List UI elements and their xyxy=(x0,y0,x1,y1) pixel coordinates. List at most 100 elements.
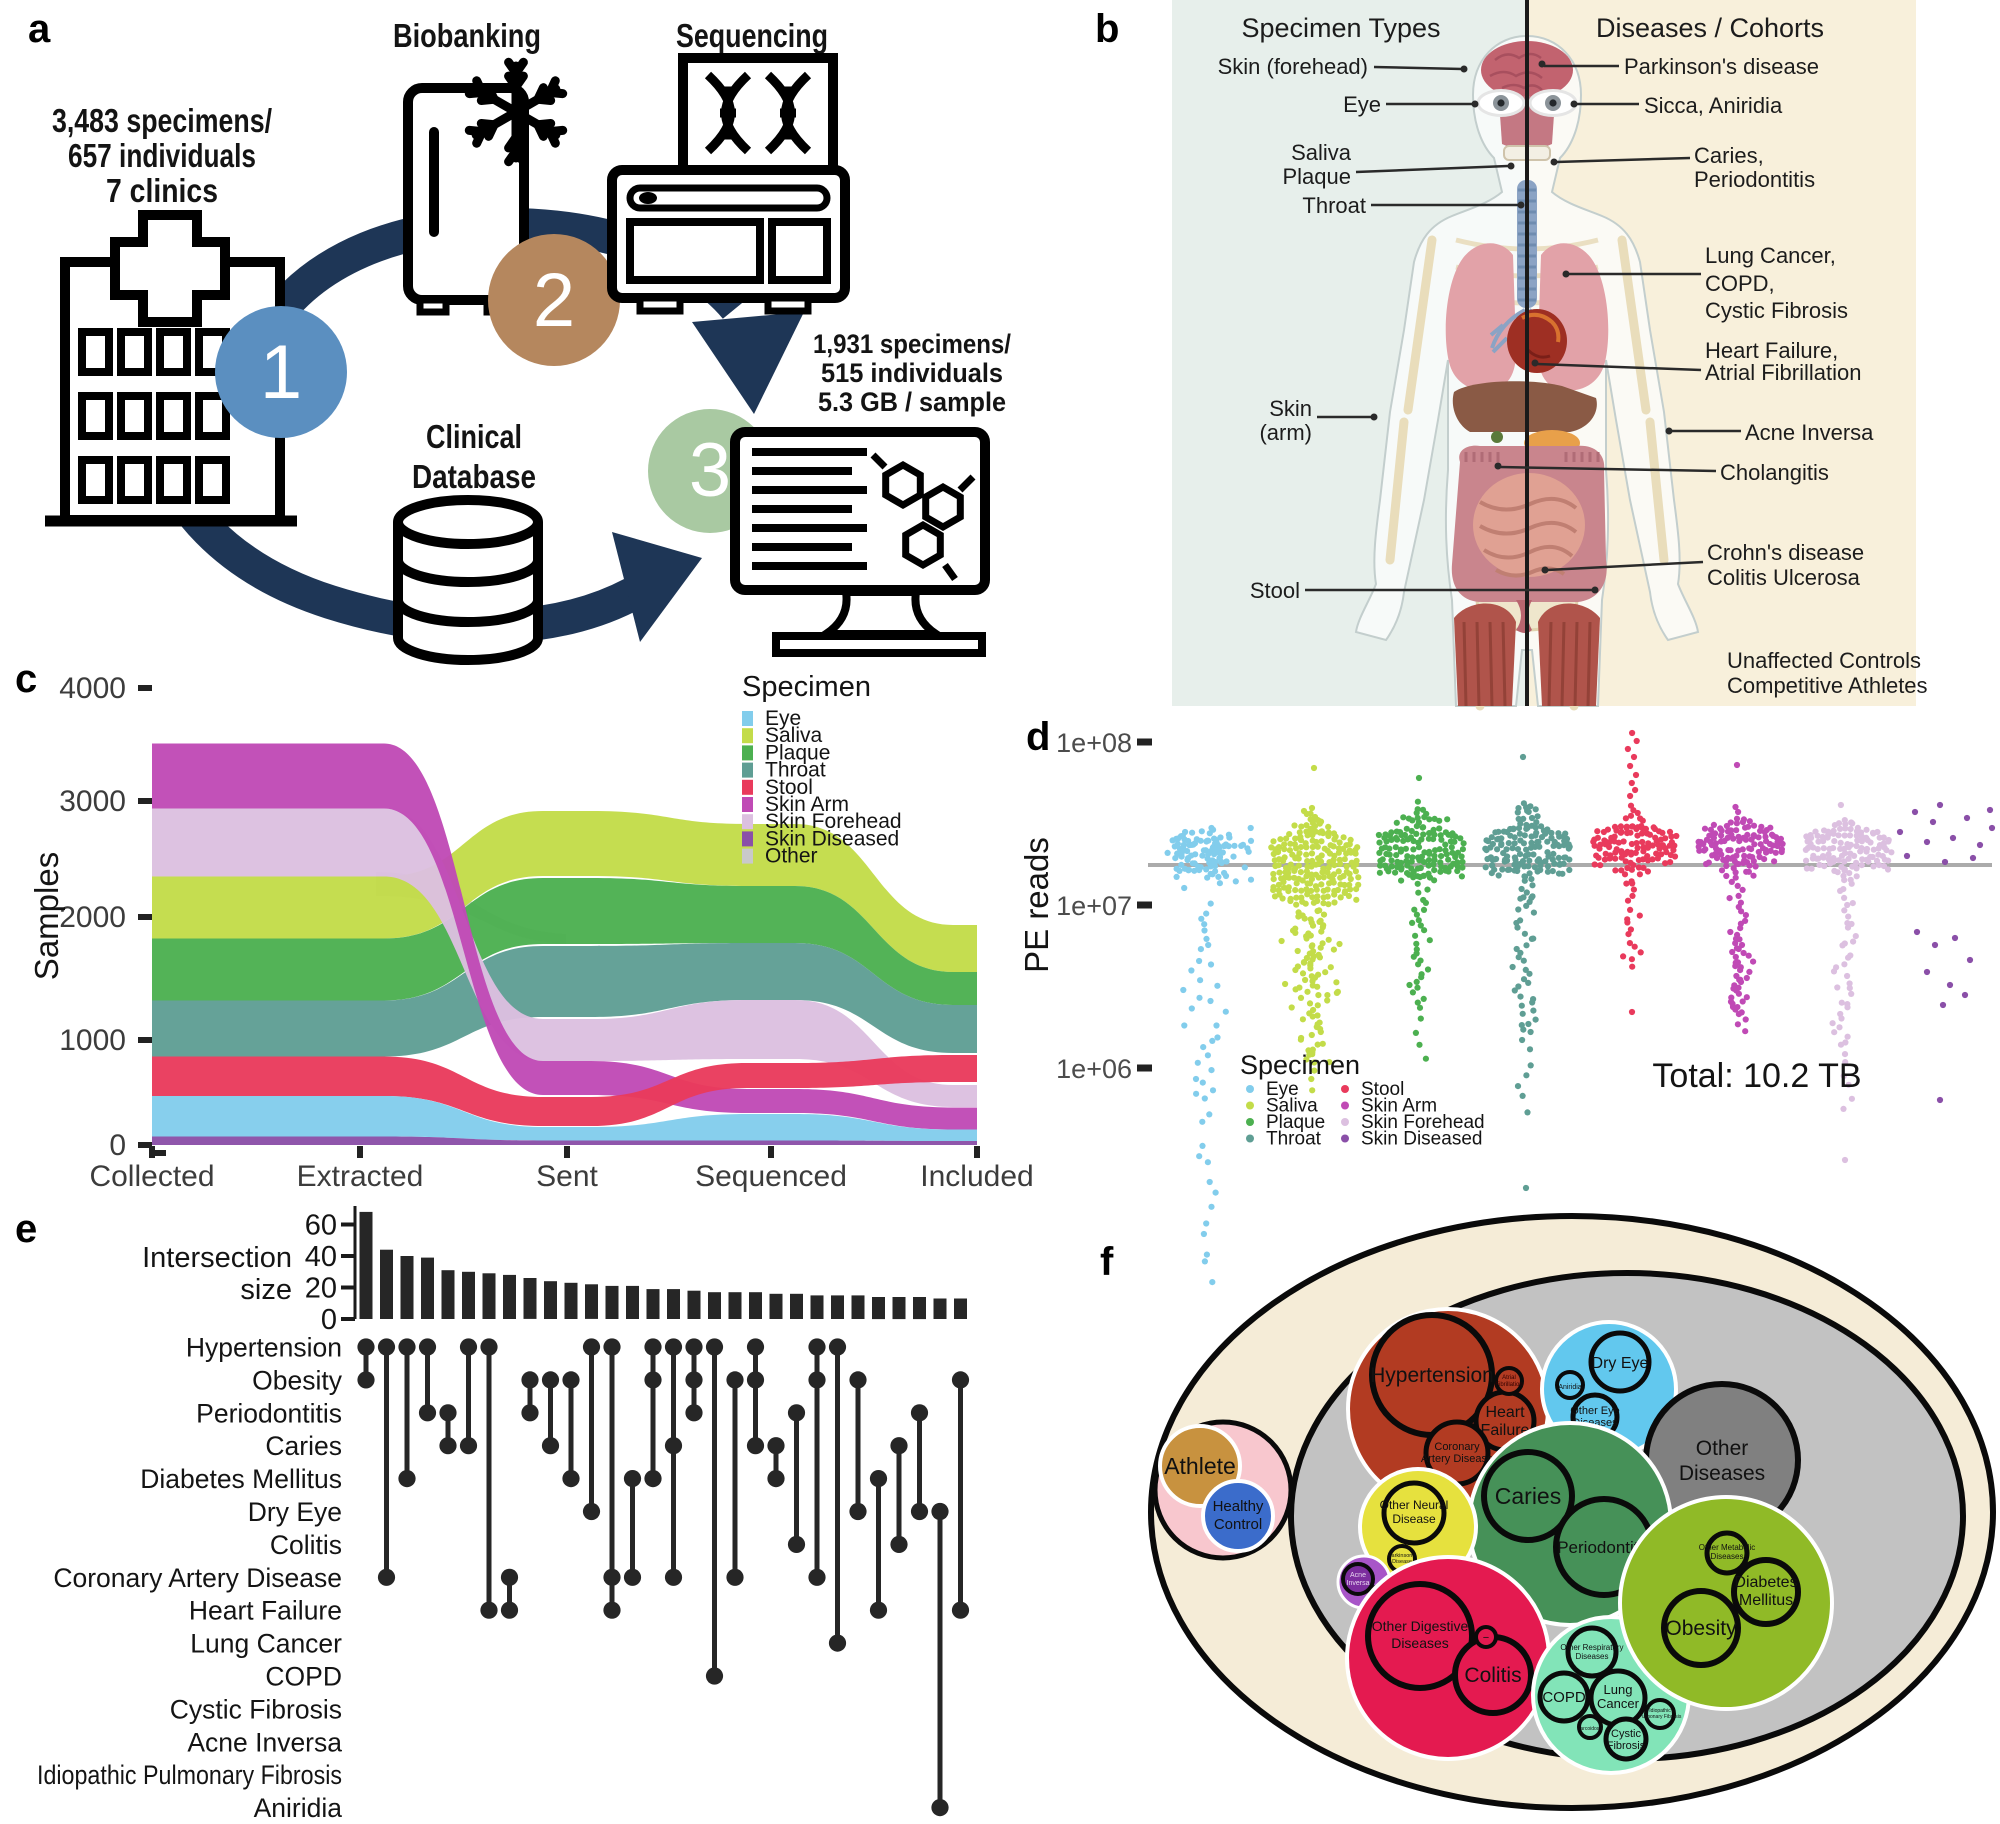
svg-text:Coronary Artery Disease: Coronary Artery Disease xyxy=(53,1563,342,1593)
svg-text:Idiopathic Pulmonary Fibrosis: Idiopathic Pulmonary Fibrosis xyxy=(37,1760,342,1790)
svg-text:Parkinson's disease: Parkinson's disease xyxy=(1624,54,1819,79)
svg-text:Diseases / Cohorts: Diseases / Cohorts xyxy=(1596,13,1824,43)
svg-text:f: f xyxy=(1100,1240,1114,1284)
svg-text:Diseases: Diseases xyxy=(1711,1552,1744,1561)
svg-text:Throat: Throat xyxy=(765,759,826,782)
svg-text:Throat: Throat xyxy=(1266,1129,1322,1150)
svg-text:515 individuals: 515 individuals xyxy=(821,358,1003,388)
svg-text:60: 60 xyxy=(305,1210,337,1242)
svg-text:Other: Other xyxy=(765,845,818,868)
svg-text:Eye: Eye xyxy=(1343,92,1381,117)
svg-text:Acne: Acne xyxy=(1350,1572,1366,1579)
svg-text:Healthy: Healthy xyxy=(1213,1498,1264,1515)
svg-text:Colitis: Colitis xyxy=(1464,1664,1521,1687)
svg-text:Sarcoidosis: Sarcoidosis xyxy=(1577,1726,1603,1732)
svg-text:Stool: Stool xyxy=(1361,1079,1404,1100)
svg-text:Cholangitis: Cholangitis xyxy=(1720,460,1829,485)
svg-text:Plaque: Plaque xyxy=(1266,1112,1325,1133)
svg-text:−: − xyxy=(1483,1632,1489,1644)
svg-text:Acne Inversa: Acne Inversa xyxy=(187,1727,342,1757)
svg-text:Specimen Types: Specimen Types xyxy=(1241,13,1440,43)
svg-text:Skin Arm: Skin Arm xyxy=(1361,1096,1437,1117)
svg-text:Skin: Skin xyxy=(1269,396,1312,421)
svg-text:Disease: Disease xyxy=(1392,1512,1436,1526)
svg-text:Diseases: Diseases xyxy=(1679,1462,1765,1485)
svg-text:COPD: COPD xyxy=(265,1662,342,1692)
svg-text:Periodontitis: Periodontitis xyxy=(196,1398,342,1428)
svg-text:2: 2 xyxy=(533,258,575,343)
svg-text:Control: Control xyxy=(1214,1516,1262,1533)
svg-text:Clinical: Clinical xyxy=(426,418,522,455)
svg-text:Skin (forehead): Skin (forehead) xyxy=(1218,54,1368,79)
svg-text:Atrial Fibrillation: Atrial Fibrillation xyxy=(1705,360,1862,385)
svg-text:Heart Failure,: Heart Failure, xyxy=(1705,338,1838,363)
svg-text:Sicca, Aniridia: Sicca, Aniridia xyxy=(1644,93,1783,118)
svg-text:Sequencing: Sequencing xyxy=(676,17,828,54)
svg-text:1e+06: 1e+06 xyxy=(1056,1054,1132,1084)
svg-text:Obesity: Obesity xyxy=(252,1365,343,1395)
svg-text:COPD,: COPD, xyxy=(1705,271,1775,296)
svg-text:Colitis: Colitis xyxy=(270,1530,342,1560)
svg-text:Plaque: Plaque xyxy=(765,741,830,764)
svg-text:Competitive Athletes: Competitive Athletes xyxy=(1727,673,1928,698)
svg-text:40: 40 xyxy=(305,1241,337,1273)
svg-text:Heart Failure: Heart Failure xyxy=(189,1596,342,1626)
svg-text:Dry Eye: Dry Eye xyxy=(1592,1355,1649,1372)
svg-text:Caries: Caries xyxy=(265,1431,342,1461)
svg-text:b: b xyxy=(1095,7,1119,51)
svg-text:5.3 GB / sample: 5.3 GB / sample xyxy=(818,387,1006,417)
svg-text:COPD: COPD xyxy=(1542,1689,1586,1706)
svg-text:Cancer: Cancer xyxy=(1597,1696,1640,1711)
svg-text:657 individuals: 657 individuals xyxy=(68,137,256,174)
svg-text:Specimen: Specimen xyxy=(742,671,871,703)
svg-text:Atrial: Atrial xyxy=(1502,1375,1516,1381)
svg-text:Acne Inversa: Acne Inversa xyxy=(1745,420,1874,445)
svg-text:Pulmonary Fibrosis: Pulmonary Fibrosis xyxy=(1639,1714,1682,1720)
svg-text:Caries,: Caries, xyxy=(1694,143,1764,168)
svg-text:3,483 specimens/: 3,483 specimens/ xyxy=(52,102,272,139)
svg-text:Athlete: Athlete xyxy=(1164,1453,1236,1479)
svg-text:Intersection: Intersection xyxy=(142,1242,292,1274)
svg-text:7 clinics: 7 clinics xyxy=(106,172,218,209)
svg-text:Other Digestive: Other Digestive xyxy=(1372,1618,1469,1634)
svg-text:Diseases: Diseases xyxy=(1576,1652,1609,1661)
svg-text:Unaffected Controls: Unaffected Controls xyxy=(1727,648,1921,673)
svg-text:PE reads: PE reads xyxy=(1018,837,1055,973)
svg-text:Skin Forehead: Skin Forehead xyxy=(1361,1112,1485,1133)
svg-text:Skin Diseased: Skin Diseased xyxy=(765,827,899,850)
svg-text:Inversa: Inversa xyxy=(1347,1580,1370,1587)
svg-text:Eye: Eye xyxy=(765,707,801,730)
svg-text:Obesity: Obesity xyxy=(1665,1617,1737,1640)
svg-text:20: 20 xyxy=(305,1273,337,1305)
svg-text:Cystic: Cystic xyxy=(1611,1728,1641,1740)
svg-text:Coronary: Coronary xyxy=(1434,1441,1480,1453)
svg-text:Colitis Ulcerosa: Colitis Ulcerosa xyxy=(1707,565,1861,590)
svg-text:e: e xyxy=(15,1207,37,1251)
svg-text:Aniridia: Aniridia xyxy=(1558,1384,1581,1391)
svg-text:size: size xyxy=(240,1274,292,1306)
svg-text:Other: Other xyxy=(1696,1437,1749,1460)
svg-text:1e+08: 1e+08 xyxy=(1056,728,1132,758)
svg-text:Lung: Lung xyxy=(1604,1682,1633,1697)
svg-text:Lung Cancer: Lung Cancer xyxy=(190,1629,342,1659)
svg-text:Failure: Failure xyxy=(1481,1422,1530,1439)
svg-text:Saliva: Saliva xyxy=(1266,1096,1318,1117)
svg-text:Saliva: Saliva xyxy=(1291,140,1352,165)
svg-text:Crohn's disease: Crohn's disease xyxy=(1707,540,1864,565)
svg-text:Diabetes Mellitus: Diabetes Mellitus xyxy=(140,1464,342,1494)
svg-text:Skin Diseased: Skin Diseased xyxy=(1361,1129,1482,1150)
svg-text:Artery Disease: Artery Disease xyxy=(1421,1453,1493,1465)
svg-text:Other Eye: Other Eye xyxy=(1570,1405,1620,1417)
svg-text:0: 0 xyxy=(109,1129,126,1162)
svg-text:Skin Forehead: Skin Forehead xyxy=(765,810,902,833)
svg-text:3: 3 xyxy=(689,428,731,513)
svg-text:3000: 3000 xyxy=(59,785,126,818)
svg-text:Caries: Caries xyxy=(1495,1483,1561,1509)
svg-text:Diseases: Diseases xyxy=(1391,1635,1449,1651)
svg-text:Stool: Stool xyxy=(765,776,813,799)
svg-text:Saliva: Saliva xyxy=(765,724,823,747)
svg-text:Parkinson's: Parkinson's xyxy=(1388,1553,1417,1559)
svg-text:Cystic Fibrosis: Cystic Fibrosis xyxy=(1705,298,1848,323)
svg-text:Total: 10.2 TB: Total: 10.2 TB xyxy=(1652,1057,1861,1095)
svg-text:Skin Arm: Skin Arm xyxy=(765,793,849,816)
